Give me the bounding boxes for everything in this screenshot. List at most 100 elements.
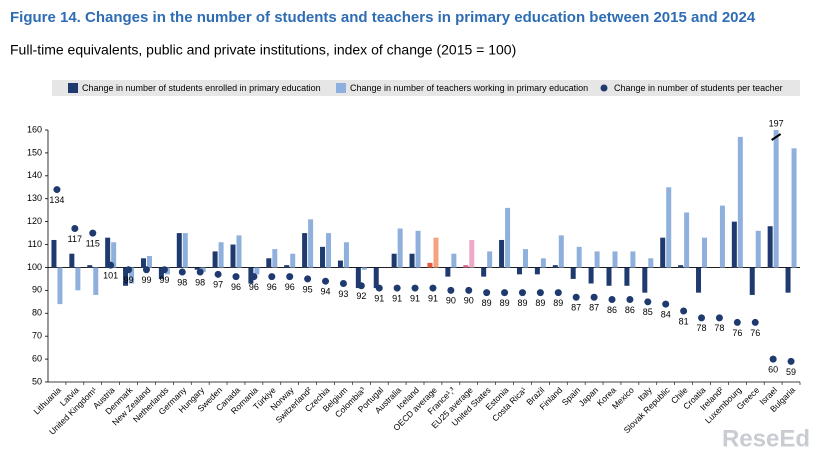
bar: [326, 233, 332, 268]
bar: [516, 267, 522, 275]
data-label: 96: [285, 282, 295, 292]
dot: [751, 318, 759, 326]
bar: [576, 246, 582, 268]
legend-marker: [336, 83, 346, 93]
data-label: 98: [177, 277, 187, 287]
dot: [769, 355, 777, 363]
dot: [357, 282, 365, 290]
bar: [415, 230, 421, 268]
bar: [433, 237, 439, 268]
legend-label: Change in number of students per teacher: [614, 83, 783, 93]
bar: [755, 230, 761, 268]
legend-marker: [68, 83, 78, 93]
dot: [196, 268, 204, 276]
bar: [624, 267, 630, 286]
bar: [522, 249, 528, 268]
bar: [290, 253, 296, 268]
bar: [105, 237, 111, 268]
data-label: 92: [356, 291, 366, 301]
legend-box: [52, 80, 800, 96]
dot: [232, 273, 240, 281]
bar: [737, 136, 743, 268]
bar: [481, 267, 487, 277]
bar: [230, 244, 236, 268]
data-label: 76: [732, 328, 742, 338]
bar: [767, 226, 773, 268]
bar: [343, 242, 349, 268]
data-label: 197: [769, 118, 784, 128]
bar: [791, 148, 797, 268]
bar: [630, 251, 636, 268]
dot: [89, 229, 97, 237]
bar: [684, 212, 690, 268]
y-tick-label: 110: [28, 239, 42, 249]
dot: [787, 357, 795, 365]
bar: [308, 219, 314, 268]
bar: [266, 258, 272, 268]
bar: [648, 258, 654, 268]
bar: [606, 267, 612, 286]
data-label: 90: [446, 296, 456, 306]
data-label: 115: [86, 238, 100, 248]
dot: [375, 284, 383, 292]
y-tick-label: 140: [27, 170, 42, 180]
dot: [501, 289, 509, 297]
bar: [540, 258, 546, 268]
bar: [93, 267, 99, 295]
bar: [355, 267, 361, 289]
bar: [87, 265, 93, 268]
y-tick-label: 80: [32, 308, 42, 318]
bar: [719, 205, 725, 268]
bar: [785, 267, 791, 293]
bar: [51, 239, 57, 268]
bar: [182, 233, 188, 268]
bar: [123, 267, 129, 286]
bar: [373, 267, 379, 289]
bar: [463, 265, 469, 268]
dot: [698, 314, 706, 322]
data-label: 91: [374, 293, 384, 303]
dot: [125, 266, 133, 274]
dot: [71, 225, 79, 233]
bar: [302, 233, 308, 268]
bar: [69, 253, 75, 268]
bar: [499, 239, 505, 268]
bar: [749, 267, 755, 295]
data-label: 90: [464, 296, 474, 306]
dot: [483, 289, 491, 297]
bar: [236, 235, 242, 268]
data-label: 81: [679, 316, 689, 326]
data-label: 117: [68, 234, 82, 244]
dot: [536, 289, 544, 297]
bar: [337, 260, 343, 268]
data-label: 99: [159, 275, 169, 285]
y-tick-label: 60: [32, 353, 42, 363]
data-label: 78: [714, 323, 724, 333]
data-label: 93: [338, 289, 348, 299]
bar: [57, 267, 63, 305]
bar: [320, 246, 326, 268]
bar: [200, 267, 206, 273]
data-label: 89: [482, 298, 492, 308]
data-label: 87: [589, 303, 599, 313]
bar: [427, 262, 433, 268]
dot: [518, 289, 526, 297]
data-label: 91: [428, 293, 438, 303]
bar: [570, 267, 576, 279]
data-label: 99: [124, 275, 134, 285]
data-label: 86: [607, 305, 617, 315]
data-label: 98: [195, 277, 205, 287]
bar: [666, 187, 672, 268]
data-label: 91: [410, 293, 420, 303]
bar: [505, 207, 511, 268]
bar: [588, 267, 594, 284]
dot: [554, 289, 562, 297]
data-label: 97: [213, 280, 223, 290]
data-label: 96: [231, 282, 241, 292]
dot: [304, 275, 312, 283]
data-label: 86: [625, 305, 635, 315]
bar: [702, 237, 708, 268]
dot: [465, 286, 473, 294]
dot: [322, 277, 330, 285]
